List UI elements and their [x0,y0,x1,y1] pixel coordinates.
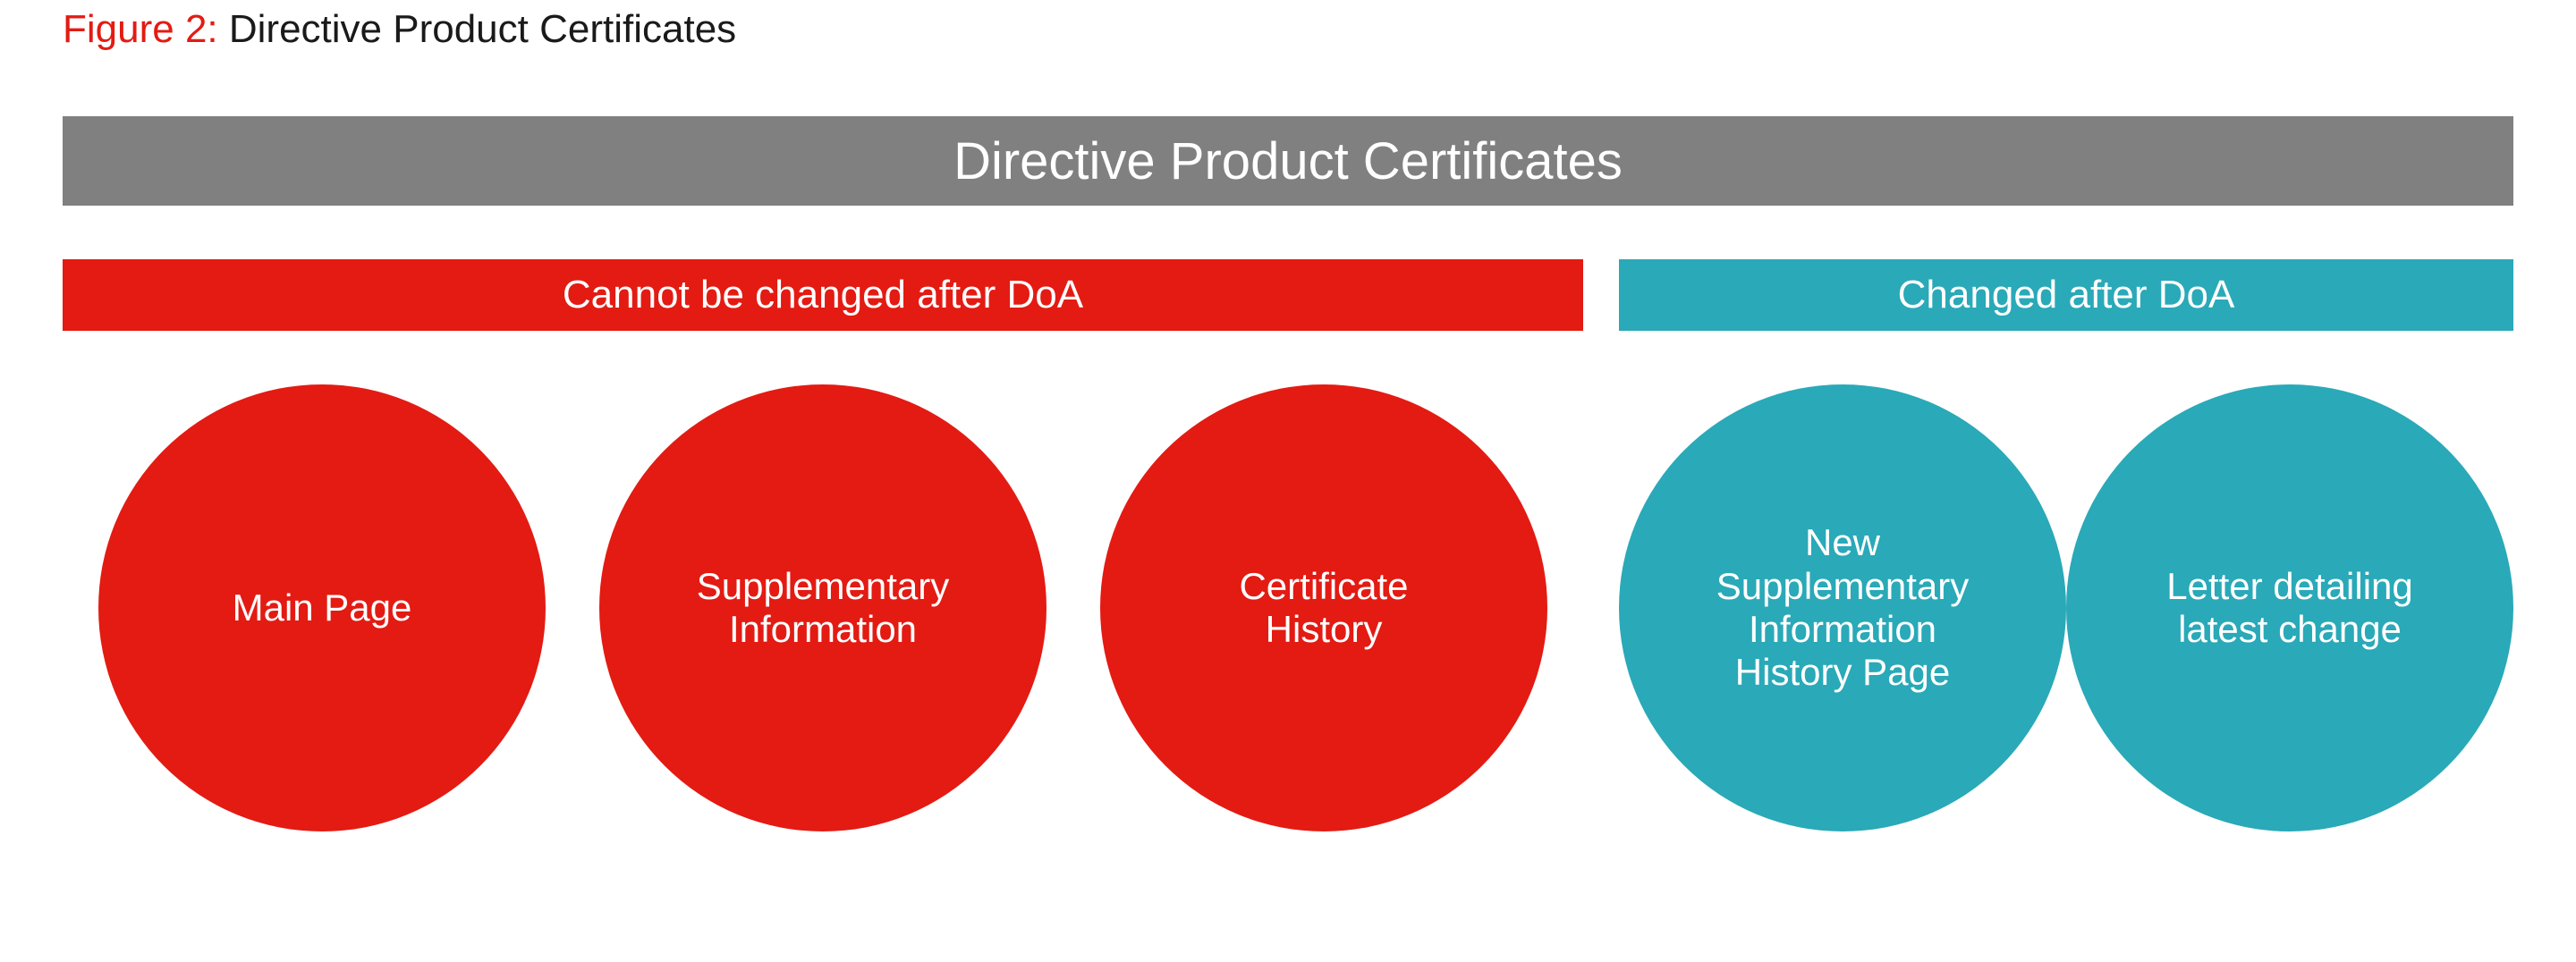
figure-label: Figure 2: [63,7,218,51]
header-bar: Directive Product Certificates [63,116,2513,206]
group-label-changed: Changed after DoA [1898,273,2235,317]
group-label-cannot: Cannot be changed after DoA [563,273,1083,317]
circle-label: NewSupplementaryInformationHistory Page [1716,521,1970,694]
group-bar-changed: Changed after DoA [1619,259,2513,331]
circle-new-supp-info: NewSupplementaryInformationHistory Page [1619,384,2066,831]
figure-caption: Figure 2: Directive Product Certificates [63,7,736,52]
header-text: Directive Product Certificates [953,131,1623,191]
circle-label: Main Page [233,586,412,629]
diagram-container: Figure 2: Directive Product Certificates… [63,0,2513,962]
circle-label: Letter detailinglatest change [2166,565,2413,652]
figure-title: Directive Product Certificates [218,7,737,51]
circle-cert-history: CertificateHistory [1100,384,1547,831]
circle-label: CertificateHistory [1239,565,1408,652]
circle-label: SupplementaryInformation [697,565,950,652]
circle-letter-change: Letter detailinglatest change [2066,384,2513,831]
circle-supp-info: SupplementaryInformation [599,384,1046,831]
group-bar-cannot: Cannot be changed after DoA [63,259,1583,331]
circle-main-page: Main Page [98,384,546,831]
